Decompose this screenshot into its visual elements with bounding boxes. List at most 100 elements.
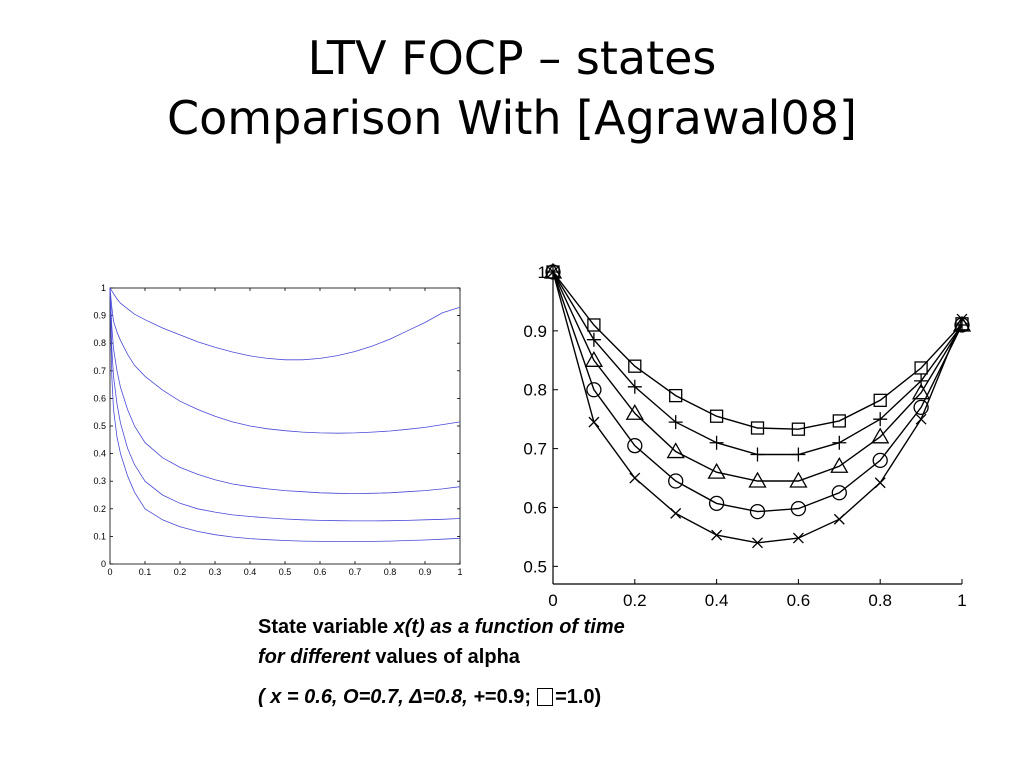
circle-marker	[586, 382, 602, 398]
x-marker	[874, 477, 886, 489]
triangle-marker	[830, 456, 849, 473]
plus-marker	[832, 435, 847, 450]
circle-marker	[954, 317, 970, 333]
circle-marker	[627, 438, 643, 454]
x-marker	[956, 313, 968, 325]
y-tick-label: 0.7	[523, 440, 547, 459]
right-chart: 0 0.2 0.4 0.6 0.8 1 0.5 0.6 0.7 0.8 0.9 1	[523, 262, 972, 610]
series-line-x	[552, 271, 963, 544]
circle-marker	[872, 452, 888, 469]
square-marker	[669, 388, 683, 403]
caption-line-3: ( x = 0.6, O=0.7, Δ=0.8, +=0.9; =1.0)	[258, 686, 602, 708]
x-marker	[792, 532, 804, 544]
slide-title: LTV FOCP – states Comparison With [Agraw…	[0, 28, 1024, 148]
plot-frame	[109, 287, 461, 565]
y-tick-label: 0.9	[523, 322, 547, 341]
x-tick-label: 0.6	[787, 591, 811, 610]
plus-marker	[627, 379, 642, 394]
triangle-marker	[707, 462, 726, 479]
circle-marker	[749, 503, 766, 520]
square-marker	[873, 393, 887, 407]
triangle-marker	[625, 403, 644, 420]
y-tick-label: 0.7	[93, 366, 106, 376]
x-tick-label: 0.9	[419, 567, 432, 577]
square-marker	[709, 409, 724, 423]
triangle-marker	[748, 471, 767, 488]
series-line-1	[109, 287, 461, 361]
circle-marker	[913, 399, 929, 416]
square-marker	[628, 359, 642, 373]
y-tick-label: 0.6	[523, 498, 547, 517]
x-tick-label: 0.5	[279, 567, 292, 577]
left-chart: 0 0.1 0.2 0.3 0.4 0.5 0.6 0.7 0.8 0.9 1 0 0.1 0.2 0.3 0…	[93, 283, 462, 577]
y-tick-label: 0.5	[93, 421, 106, 431]
y-tick-label: 0.4	[93, 449, 106, 459]
y-tick-label: 0.5	[523, 557, 547, 576]
x-tick-label: 0	[548, 591, 557, 610]
title-line-2: Comparison With [Agrawal08]	[167, 91, 857, 145]
series-line-4	[109, 287, 461, 522]
y-tick-label: 0.6	[93, 393, 106, 403]
circle-marker	[831, 485, 847, 501]
y-tick-label: 1	[538, 263, 547, 282]
x-marker	[711, 529, 723, 541]
square-marker	[832, 414, 846, 428]
y-tick-label: 0	[101, 559, 106, 569]
series-line-square	[552, 271, 963, 430]
x-marker	[629, 472, 641, 484]
square-marker-icon	[537, 688, 554, 706]
x-tick-label: 0.2	[174, 567, 187, 577]
triangle-marker	[584, 350, 604, 367]
series-line-3	[109, 287, 461, 495]
x-tick-label: 1	[957, 591, 966, 610]
triangle-marker	[543, 262, 563, 279]
x-tick-label: 1	[457, 567, 462, 577]
x-tick-label: 0.7	[349, 567, 362, 577]
circle-marker	[790, 500, 807, 517]
triangle-marker	[911, 383, 931, 400]
plus-marker	[873, 412, 888, 427]
circle-marker	[545, 264, 561, 280]
series-line-triangle	[552, 271, 963, 482]
circle-marker	[708, 495, 725, 512]
plus-marker	[586, 332, 601, 347]
triangle-marker	[666, 442, 685, 459]
square-marker	[750, 421, 765, 435]
x-tick-label: 0.8	[868, 591, 892, 610]
y-tick-label: 0.8	[93, 338, 106, 348]
x-tick-label: 0.3	[209, 567, 222, 577]
triangle-marker	[871, 427, 890, 444]
square-marker	[791, 422, 806, 436]
square-marker	[587, 318, 601, 332]
series-line-plus	[552, 271, 963, 456]
x-tick-label: 0.8	[384, 567, 397, 577]
circle-marker	[668, 473, 684, 489]
x-marker	[670, 507, 682, 519]
y-tick-label: 1	[101, 283, 106, 293]
x-marker	[588, 416, 600, 428]
plus-marker	[791, 447, 806, 462]
series-line-2	[109, 287, 461, 434]
y-tick-label: 0.9	[93, 311, 106, 321]
x-tick-label: 0.1	[139, 567, 152, 577]
x-tick-label: 0.2	[623, 591, 647, 610]
x-marker	[833, 513, 845, 525]
series-line-circle	[552, 271, 963, 513]
x-marker	[547, 266, 559, 278]
x-marker	[752, 537, 763, 549]
triangle-marker	[789, 471, 808, 488]
y-tick-label: 0.8	[523, 381, 547, 400]
y-tick-label: 0.2	[93, 504, 106, 514]
series-line-5	[109, 287, 461, 543]
y-tick-label: 0.3	[93, 476, 106, 486]
caption-line-1: State variable x(t) as a function of tim…	[258, 616, 625, 638]
plus-marker	[709, 435, 724, 450]
x-tick-label: 0.6	[314, 567, 327, 577]
x-marker	[915, 413, 927, 425]
y-tick-label: 0.1	[93, 531, 106, 541]
title-line-1: LTV FOCP – states	[307, 31, 717, 85]
figure-caption: State variable x(t) as a function of tim…	[258, 612, 818, 712]
x-tick-label: 0.4	[705, 591, 729, 610]
caption-line-2: for different values of alpha	[258, 646, 520, 668]
x-tick-label: 0	[107, 567, 112, 577]
